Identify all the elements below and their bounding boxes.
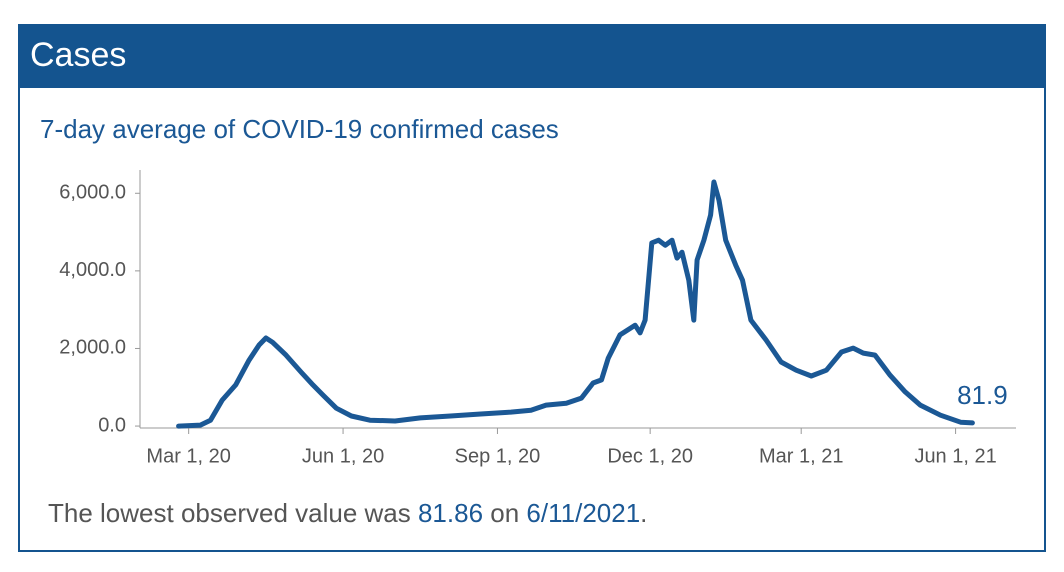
x-tick-label: Jun 1, 20 xyxy=(302,445,384,467)
header-title: Cases xyxy=(30,36,126,74)
x-tick-label: Mar 1, 20 xyxy=(146,445,230,467)
y-tick-label: 2,000.0 xyxy=(59,337,126,359)
series-line xyxy=(176,179,975,429)
chart-title: 7-day average of COVID-19 confirmed case… xyxy=(40,114,559,144)
x-tick-label: Sep 1, 20 xyxy=(455,445,541,467)
footer-prefix: The lowest observed value was xyxy=(48,498,418,528)
footer-middle: on xyxy=(483,498,526,528)
card-header xyxy=(19,25,1045,88)
x-tick-label: Mar 1, 21 xyxy=(759,445,843,467)
x-tick-label: Dec 1, 20 xyxy=(607,445,693,467)
footer-value: 81.86 xyxy=(418,498,483,528)
y-tick-label: 0.0 xyxy=(98,414,126,436)
data-label: 81.9 xyxy=(957,380,1008,410)
footer-date: 6/11/2021 xyxy=(526,498,640,528)
footer-suffix: . xyxy=(640,498,647,528)
footer-text: The lowest observed value was 81.86 on 6… xyxy=(48,498,647,528)
card-border xyxy=(18,24,1046,552)
y-tick-label: 6,000.0 xyxy=(59,182,126,204)
x-tick-label: Jun 1, 21 xyxy=(914,445,996,467)
y-tick-label: 4,000.0 xyxy=(59,259,126,281)
